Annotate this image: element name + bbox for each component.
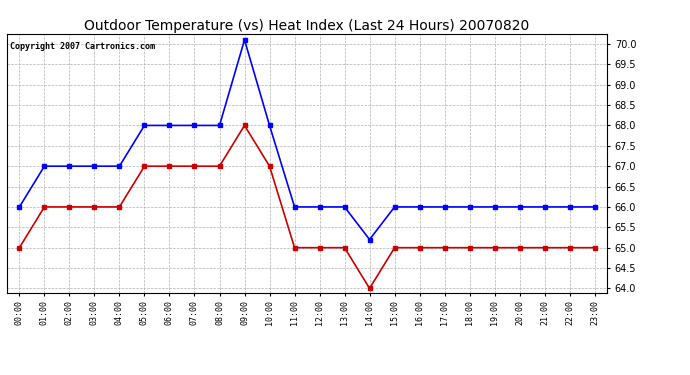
Title: Outdoor Temperature (vs) Heat Index (Last 24 Hours) 20070820: Outdoor Temperature (vs) Heat Index (Las… <box>84 19 530 33</box>
Text: Copyright 2007 Cartronics.com: Copyright 2007 Cartronics.com <box>10 42 155 51</box>
